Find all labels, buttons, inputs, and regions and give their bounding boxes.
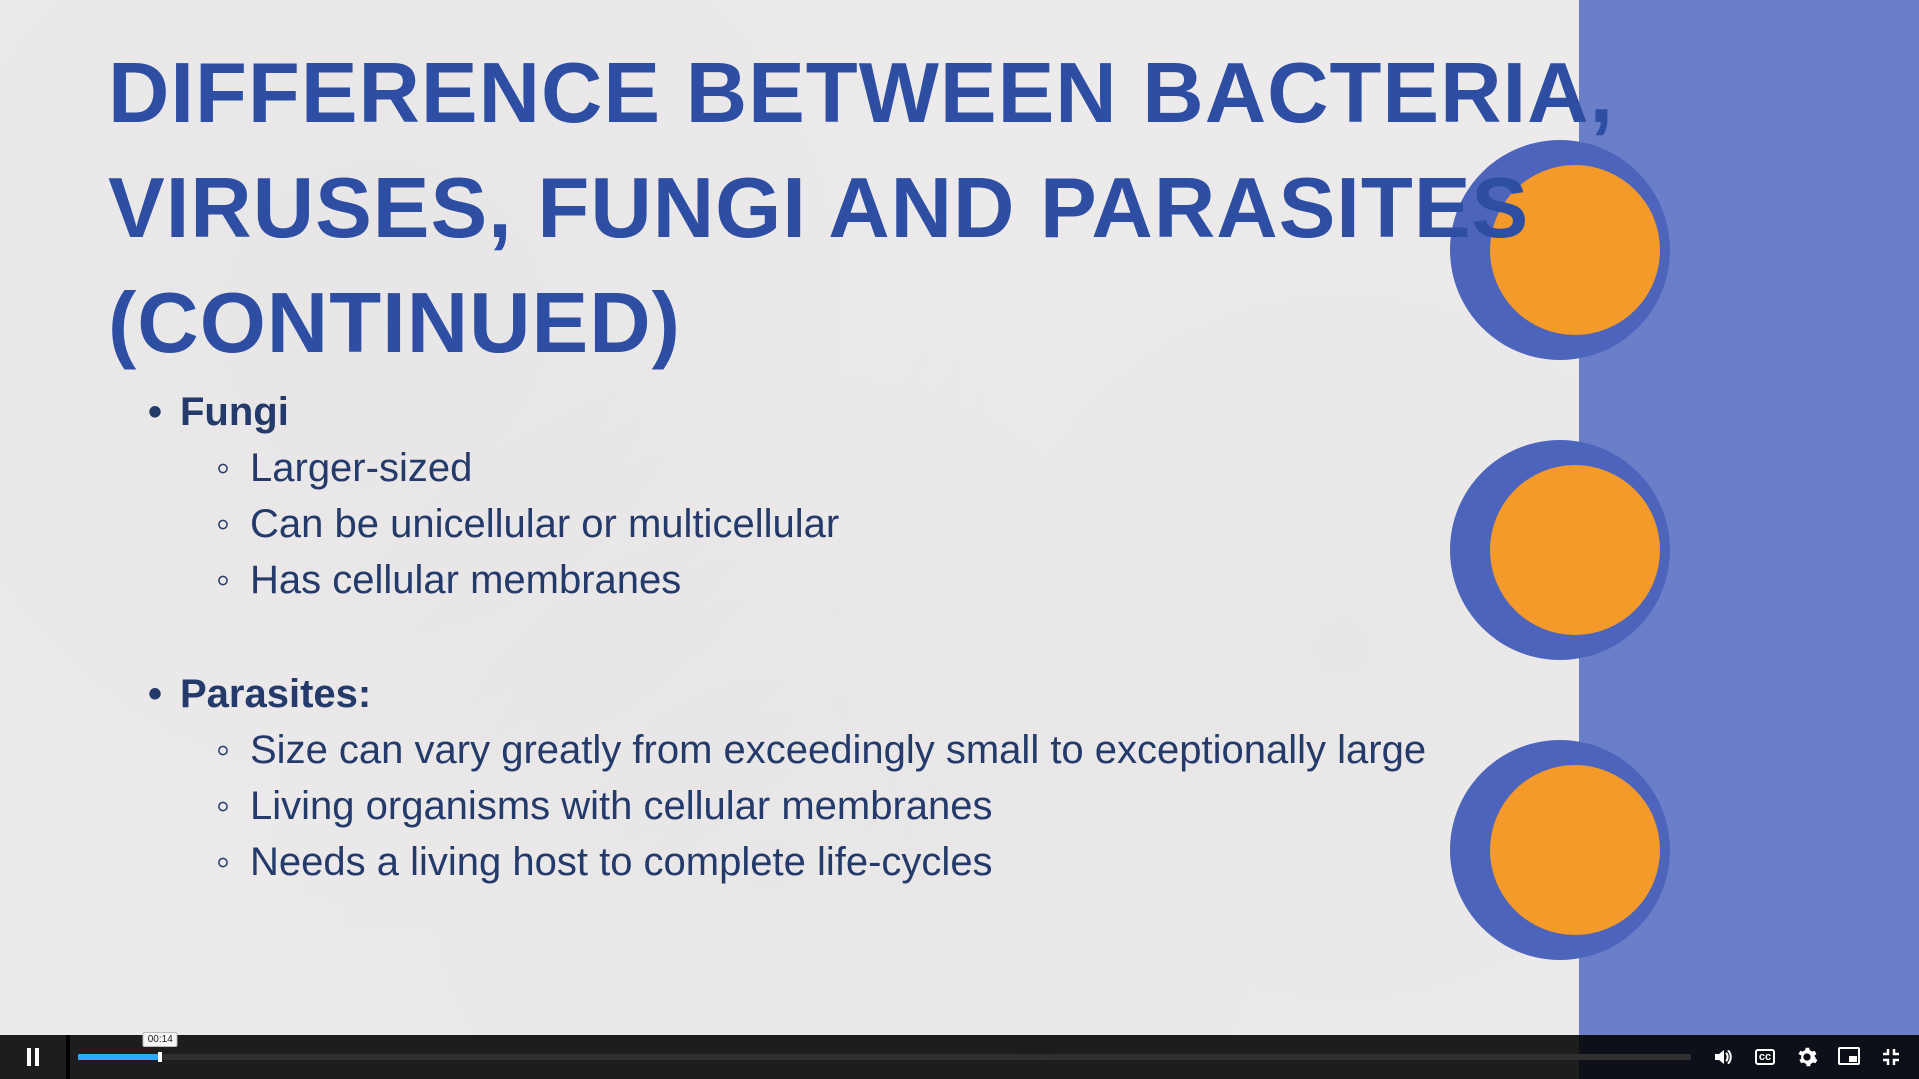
title-line-3: (Continued) (108, 266, 1614, 381)
decor-circle (1490, 765, 1660, 935)
slide-title: Difference Between Bacteria, Viruses, Fu… (108, 36, 1614, 381)
section-item: Size can vary greatly from exceedingly s… (250, 722, 1480, 778)
progress-bar[interactable]: 00:14 (70, 1035, 1699, 1079)
progress-fill (78, 1054, 160, 1060)
decor-circle (1490, 465, 1660, 635)
section-heading: Parasites: (180, 666, 1480, 722)
slide-content: FungiLarger-sizedCan be unicellular or m… (150, 384, 1480, 890)
volume-icon (1712, 1046, 1734, 1068)
progress-time-label: 00:14 (148, 1034, 173, 1045)
volume-button[interactable] (1709, 1043, 1737, 1071)
section-item: Needs a living host to complete life-cyc… (250, 834, 1480, 890)
section-item: Larger-sized (250, 440, 1480, 496)
captions-icon: cc (1755, 1049, 1775, 1065)
section-item: Living organisms with cellular membranes (250, 778, 1480, 834)
exit-fullscreen-button[interactable] (1877, 1043, 1905, 1071)
exit-fullscreen-icon (1880, 1046, 1902, 1068)
pause-icon (25, 1048, 41, 1066)
captions-button[interactable]: cc (1751, 1043, 1779, 1071)
progress-handle[interactable] (158, 1052, 162, 1062)
section-item: Can be unicellular or multicellular (250, 496, 1480, 552)
pip-icon (1838, 1047, 1860, 1067)
play-pause-button[interactable] (0, 1035, 70, 1079)
section-heading: Fungi (180, 384, 1480, 440)
settings-button[interactable] (1793, 1043, 1821, 1071)
video-slide-stage: Difference Between Bacteria, Viruses, Fu… (0, 0, 1919, 1079)
gear-icon (1796, 1046, 1818, 1068)
player-right-controls: cc (1699, 1043, 1919, 1071)
progress-tooltip: 00:14 (143, 1032, 178, 1047)
video-player-bar: 00:14 cc (0, 1035, 1919, 1079)
title-line-2: Viruses, Fungi and Parasites (108, 151, 1614, 266)
title-line-1: Difference Between Bacteria, (108, 36, 1614, 151)
pip-button[interactable] (1835, 1043, 1863, 1071)
progress-track: 00:14 (78, 1054, 1691, 1060)
section-item: Has cellular membranes (250, 552, 1480, 608)
